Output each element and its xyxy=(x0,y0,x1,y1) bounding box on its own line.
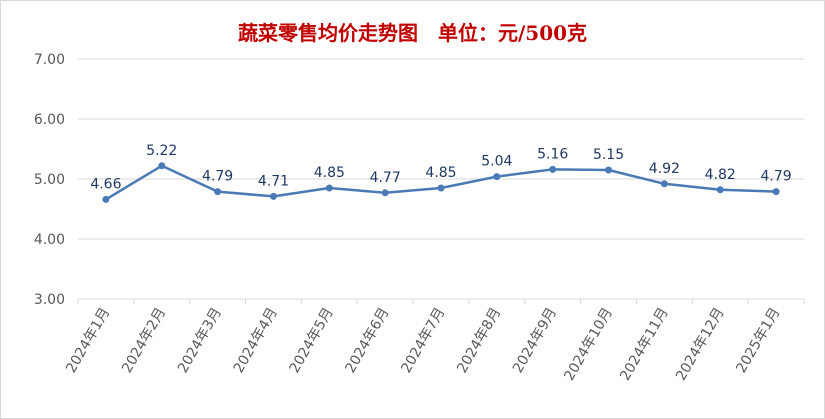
data-point xyxy=(381,189,389,197)
x-tick-label: 2024年4月 xyxy=(231,305,281,376)
x-tick-label: 2024年2月 xyxy=(119,305,169,376)
data-label: 4.79 xyxy=(202,169,233,185)
x-tick-label: 2024年7月 xyxy=(398,305,448,376)
data-point xyxy=(772,188,780,196)
data-label: 4.85 xyxy=(425,165,456,181)
data-point xyxy=(437,184,445,192)
x-tick-label: 2024年5月 xyxy=(287,305,337,376)
data-point xyxy=(605,166,613,174)
x-tick-label: 2024年6月 xyxy=(342,305,392,376)
data-point xyxy=(493,173,501,181)
data-label: 4.85 xyxy=(314,165,345,181)
y-tick-label: 3.00 xyxy=(34,292,65,308)
data-label: 4.71 xyxy=(258,173,289,189)
data-label: 4.82 xyxy=(705,167,736,183)
x-tick-label: 2025年1月 xyxy=(733,305,783,376)
data-label: 5.04 xyxy=(481,154,512,170)
y-tick-label: 6.00 xyxy=(34,112,65,128)
data-point xyxy=(549,165,557,173)
data-point xyxy=(716,186,724,194)
data-label: 5.22 xyxy=(146,143,177,159)
data-point xyxy=(660,180,668,188)
data-label: 4.77 xyxy=(370,170,401,186)
x-tick-label: 2024年11月 xyxy=(617,305,672,384)
y-tick-label: 4.00 xyxy=(34,232,65,248)
x-tick-label: 2024年1月 xyxy=(63,305,113,376)
x-tick-label: 2024年3月 xyxy=(175,305,225,376)
data-point xyxy=(158,162,166,170)
x-tick-label: 2024年9月 xyxy=(510,305,560,376)
x-tick-label: 2024年10月 xyxy=(561,305,616,384)
y-tick-label: 5.00 xyxy=(34,172,65,188)
data-label: 4.66 xyxy=(90,176,121,192)
data-point xyxy=(325,184,333,192)
data-point xyxy=(102,195,110,203)
data-label: 5.16 xyxy=(537,146,568,162)
data-label: 4.92 xyxy=(649,161,680,177)
data-label: 5.15 xyxy=(593,147,624,163)
x-tick-label: 2024年12月 xyxy=(673,305,728,384)
data-label: 4.79 xyxy=(760,169,791,185)
data-point xyxy=(214,188,222,196)
data-point xyxy=(269,192,277,200)
chart-title: 蔬菜零售均价走势图 单位：元/500克 xyxy=(237,21,588,45)
x-tick-label: 2024年8月 xyxy=(454,305,504,376)
y-tick-label: 7.00 xyxy=(34,52,65,68)
